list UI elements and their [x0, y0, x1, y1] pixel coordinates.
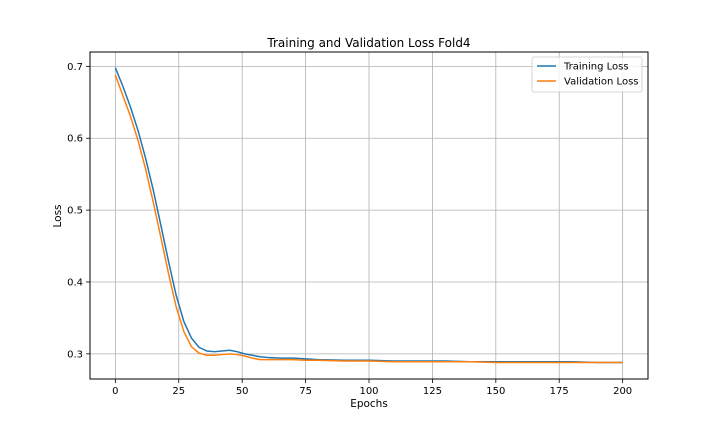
y-tick-label: 0.6: [67, 134, 83, 145]
x-tick-label: 175: [550, 386, 569, 397]
axis-ticks: 0 25 50 75 100 125 150 175 200 0.3 0.4 0.5 0.6 0.7: [67, 62, 632, 397]
x-tick-label: 50: [236, 386, 249, 397]
y-tick-label: 0.3: [67, 349, 83, 360]
series-line-validation-loss: [114, 74, 623, 364]
x-tick-label: 25: [172, 386, 185, 397]
x-tick-label: 200: [613, 386, 632, 397]
series-lines: [114, 67, 623, 364]
legend-label-validation-loss: Validation Loss: [564, 77, 639, 88]
legend-label-training-loss: Training Loss: [563, 62, 629, 73]
legend-box: [531, 56, 643, 93]
x-tick-label: 0: [112, 386, 118, 397]
chart-title: Training and Validation Loss Fold4: [266, 36, 470, 50]
y-tick-label: 0.7: [67, 62, 83, 73]
x-axis-label: Epochs: [350, 398, 388, 410]
x-tick-label: 125: [423, 386, 442, 397]
y-tick-label: 0.5: [67, 206, 83, 217]
legend: Training Loss Validation Loss: [531, 56, 643, 93]
grid: [90, 52, 648, 379]
x-tick-label: 75: [299, 386, 312, 397]
x-tick-label: 150: [486, 386, 505, 397]
x-tick-label: 100: [359, 386, 378, 397]
y-axis-label: Loss: [52, 204, 64, 227]
y-tick-label: 0.4: [67, 277, 83, 288]
